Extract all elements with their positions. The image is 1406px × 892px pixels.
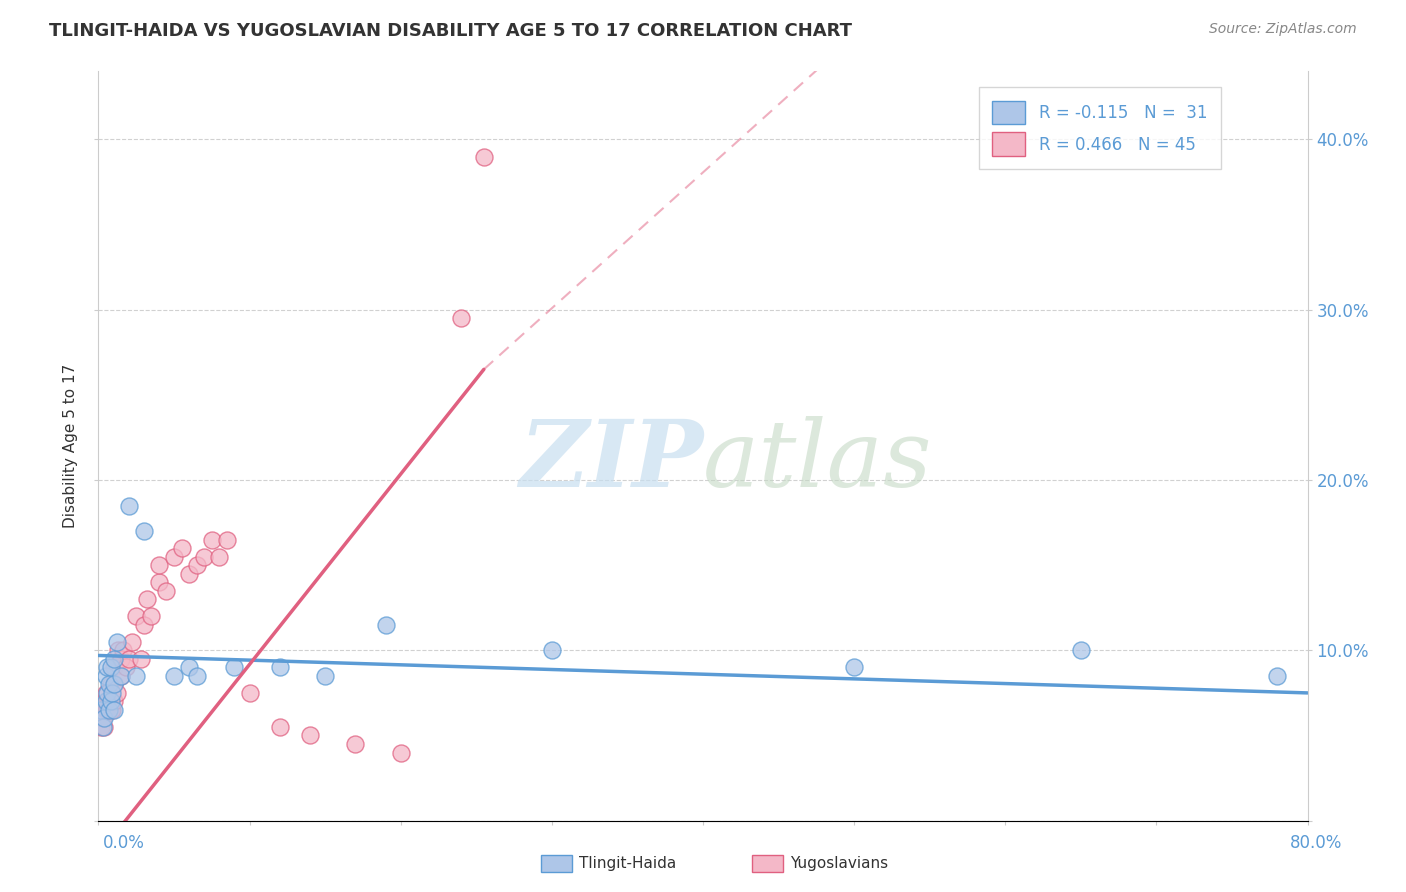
Text: atlas: atlas <box>703 416 932 506</box>
Point <box>91 711 114 725</box>
Point <box>96 686 118 700</box>
Point <box>389 746 412 760</box>
Point <box>93 720 115 734</box>
Point <box>110 652 132 666</box>
Point <box>90 703 112 717</box>
Text: 0.0%: 0.0% <box>103 834 145 852</box>
Point <box>186 558 208 573</box>
Point <box>94 686 117 700</box>
Point <box>129 652 152 666</box>
Point <box>193 549 215 564</box>
Point <box>93 711 115 725</box>
Point <box>101 703 124 717</box>
Point <box>239 686 262 700</box>
Point <box>91 720 114 734</box>
Point <box>163 549 186 564</box>
Point <box>269 720 291 734</box>
Point <box>215 533 238 547</box>
Point <box>107 643 129 657</box>
Point <box>132 524 155 538</box>
Point <box>105 635 128 649</box>
Legend: R = -0.115   N =  31, R = 0.466   N = 45: R = -0.115 N = 31, R = 0.466 N = 45 <box>979 87 1220 169</box>
Point <box>170 541 193 556</box>
Point <box>100 703 122 717</box>
Point <box>111 643 134 657</box>
Point <box>98 703 121 717</box>
Point <box>132 617 155 632</box>
Point <box>163 669 186 683</box>
Point <box>179 566 201 581</box>
Point <box>96 660 118 674</box>
Point <box>472 149 495 163</box>
Point <box>1267 669 1289 683</box>
Point <box>114 660 136 674</box>
Y-axis label: Disability Age 5 to 17: Disability Age 5 to 17 <box>63 364 79 528</box>
Point <box>125 669 148 683</box>
Point <box>110 669 132 683</box>
Point <box>540 643 562 657</box>
Point <box>141 609 163 624</box>
Point <box>186 669 208 683</box>
Point <box>224 660 246 674</box>
Point <box>148 558 170 573</box>
Point <box>100 660 122 674</box>
Point <box>125 609 148 624</box>
Point <box>103 652 125 666</box>
Point <box>155 583 177 598</box>
Point <box>118 652 141 666</box>
Point <box>1070 643 1092 657</box>
Point <box>103 677 125 691</box>
Point <box>94 703 117 717</box>
Text: 80.0%: 80.0% <box>1291 834 1343 852</box>
Text: ZIP: ZIP <box>519 416 703 506</box>
Point <box>103 677 125 691</box>
Text: Tlingit-Haida: Tlingit-Haida <box>579 856 676 871</box>
Point <box>299 729 322 743</box>
Point <box>94 694 117 708</box>
Point <box>98 677 121 691</box>
Point <box>101 686 124 700</box>
Point <box>208 549 231 564</box>
Point <box>201 533 224 547</box>
Text: TLINGIT-HAIDA VS YUGOSLAVIAN DISABILITY AGE 5 TO 17 CORRELATION CHART: TLINGIT-HAIDA VS YUGOSLAVIAN DISABILITY … <box>49 22 852 40</box>
Point <box>450 311 472 326</box>
Point <box>110 669 132 683</box>
Point <box>105 686 128 700</box>
Point <box>90 720 112 734</box>
Point <box>148 575 170 590</box>
Point <box>103 703 125 717</box>
Point <box>135 592 157 607</box>
Point <box>314 669 336 683</box>
Point <box>344 737 367 751</box>
Point <box>269 660 291 674</box>
Point <box>94 669 117 683</box>
Point <box>100 677 122 691</box>
Point <box>96 694 118 708</box>
Point <box>100 694 122 708</box>
Point <box>121 635 143 649</box>
Text: Yugoslavians: Yugoslavians <box>790 856 889 871</box>
Point <box>374 617 396 632</box>
Point <box>179 660 201 674</box>
Point <box>96 703 118 717</box>
Point <box>844 660 866 674</box>
Point <box>103 660 125 674</box>
Text: Source: ZipAtlas.com: Source: ZipAtlas.com <box>1209 22 1357 37</box>
Point <box>103 694 125 708</box>
Point <box>98 694 121 708</box>
Point <box>118 499 141 513</box>
